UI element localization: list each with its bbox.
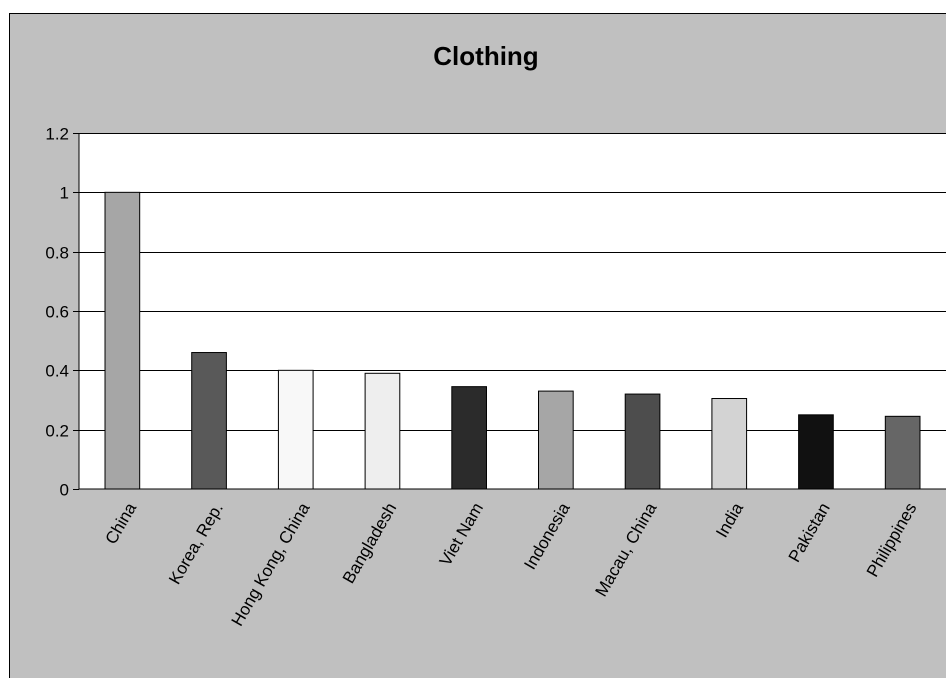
bar [452,387,487,489]
bar [712,399,747,489]
bar [278,370,313,489]
bar [365,373,400,489]
y-tick-label: 1.2 [45,125,69,144]
bar [799,415,834,489]
y-tick-label: 0.2 [45,422,69,441]
bar [105,192,140,489]
y-tick-label: 0.8 [45,244,69,263]
y-tick-label: 1 [60,184,69,203]
y-tick-label: 0.4 [45,362,69,381]
bar [539,391,574,489]
bar [192,353,227,489]
bar [885,416,920,489]
chart-title: Clothing [433,41,538,71]
bar [625,394,660,489]
y-tick-label: 0.6 [45,303,69,322]
y-tick-label: 0 [60,481,69,500]
